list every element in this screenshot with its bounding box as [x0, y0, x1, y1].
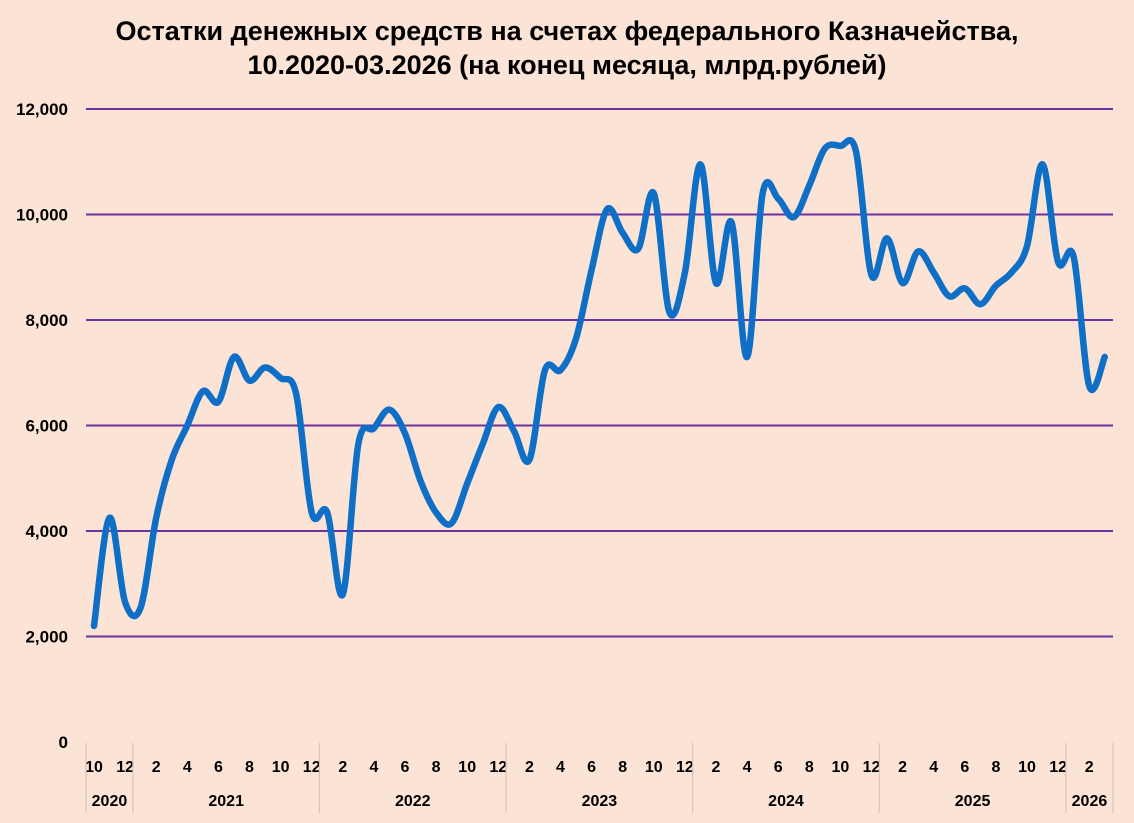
x-tick-label: 10 [458, 759, 476, 776]
gridlines [86, 108, 1113, 638]
x-tick-label: 10 [832, 759, 850, 776]
x-year-label: 2025 [955, 793, 991, 810]
x-year-label: 2021 [208, 793, 244, 810]
x-tick-label: 6 [401, 759, 410, 776]
y-axis-tick-labels: 0 2,000 4,000 6,000 8,000 10,000 12,000 [16, 100, 68, 752]
x-year-label: 2024 [768, 793, 804, 810]
x-axis: 10 12 2 4 6 8 10 12 2 4 6 8 10 12 2 4 6 8 10 12 2 4 6 8 10 12 2 4 6 8… [85, 743, 1114, 813]
y-tick-label: 12,000 [16, 100, 68, 119]
y-tick-label: 0 [59, 733, 68, 752]
x-year-label: 2020 [92, 793, 128, 810]
x-tick-label: 6 [774, 759, 783, 776]
y-tick-label: 6,000 [25, 417, 68, 436]
x-tick-label: 12 [303, 759, 321, 776]
x-tick-label: 6 [587, 759, 596, 776]
series-layer [90, 136, 1108, 630]
x-tick-label: 12 [1049, 759, 1067, 776]
chart-subtitle: 10.2020-03.2026 (на конец месяца, млрд.р… [247, 50, 887, 80]
series-line [90, 136, 1108, 630]
x-tick-label: 6 [960, 759, 969, 776]
x-tick-label: 12 [676, 759, 694, 776]
x-tick-label: 2 [338, 759, 347, 776]
x-tick-label: 10 [272, 759, 290, 776]
x-tick-label: 4 [743, 759, 752, 776]
x-year-label: 2023 [582, 793, 618, 810]
x-tick-label: 8 [991, 759, 1000, 776]
x-year-label: 2026 [1072, 793, 1108, 810]
x-tick-label: 12 [489, 759, 507, 776]
x-year-label: 2022 [395, 793, 431, 810]
x-tick-label: 4 [929, 759, 938, 776]
x-tick-label: 12 [863, 759, 881, 776]
x-tick-label: 6 [214, 759, 223, 776]
x-tick-label: 4 [369, 759, 378, 776]
x-tick-label: 10 [85, 759, 103, 776]
x-tick-label: 10 [645, 759, 663, 776]
y-tick-label: 4,000 [25, 522, 68, 541]
y-tick-label: 8,000 [25, 311, 68, 330]
x-tick-label: 2 [1085, 759, 1094, 776]
x-tick-label: 8 [432, 759, 441, 776]
y-tick-label: 2,000 [25, 628, 68, 647]
x-tick-label: 12 [116, 759, 134, 776]
chart-title-block: Остатки денежных средств на счетах федер… [0, 14, 1134, 82]
x-tick-label: 2 [712, 759, 721, 776]
x-tick-label: 4 [183, 759, 192, 776]
x-tick-label: 8 [245, 759, 254, 776]
x-tick-label: 2 [525, 759, 534, 776]
x-tick-label: 10 [1018, 759, 1036, 776]
x-tick-label: 2 [152, 759, 161, 776]
x-tick-label: 8 [805, 759, 814, 776]
x-tick-label: 8 [618, 759, 627, 776]
chart-title: Остатки денежных средств на счетах федер… [115, 16, 1019, 46]
y-tick-label: 10,000 [16, 206, 68, 225]
x-tick-label: 4 [556, 759, 565, 776]
x-tick-label: 2 [898, 759, 907, 776]
